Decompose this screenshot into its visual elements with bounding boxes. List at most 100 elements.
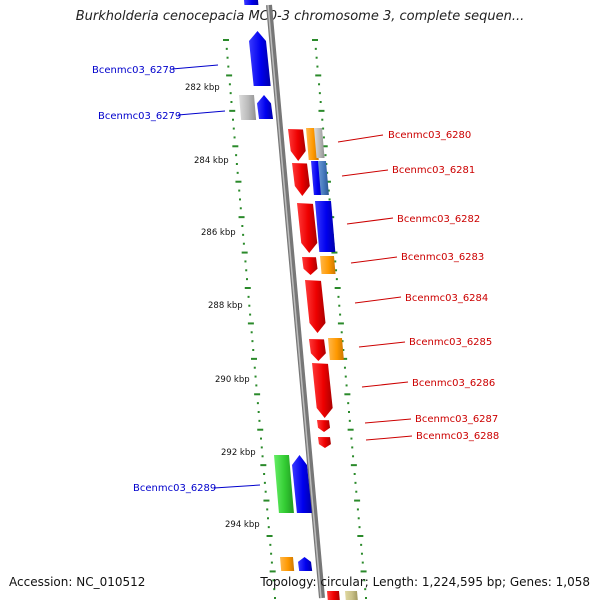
gene-label-6289[interactable]: Bcenmc03_6289 <box>133 483 216 494</box>
tick-dot <box>350 464 357 467</box>
gene-bar-6281[interactable] <box>292 163 310 196</box>
tick-dot <box>247 322 254 325</box>
tick-dot <box>360 570 367 573</box>
tick-dot <box>355 490 358 493</box>
scale-label-284kbp: 284 kbp <box>194 156 229 166</box>
leader-line-6288 <box>365 435 413 441</box>
gene-bar-6280-gray[interactable] <box>314 128 325 158</box>
tick-dot <box>347 428 354 431</box>
tick-dot <box>235 163 238 165</box>
tick-dot <box>269 570 276 573</box>
gene-bar-6288[interactable] <box>318 437 331 448</box>
tick-dot <box>354 499 361 502</box>
gene-bar-6283-orange[interactable] <box>320 256 336 274</box>
gene-label-6284[interactable]: Bcenmc03_6284 <box>405 293 488 304</box>
gene-bar-6279-gray[interactable] <box>239 95 257 120</box>
tick-dot <box>232 118 234 121</box>
gene-bar-6286[interactable] <box>312 363 333 418</box>
right-tick-track <box>312 39 367 599</box>
tick-dot <box>272 579 275 582</box>
gene-bar-6278[interactable] <box>249 31 271 86</box>
tick-dot <box>242 233 245 236</box>
tick-dot <box>260 446 263 449</box>
tick-dot <box>361 561 364 564</box>
tick-dot <box>360 543 363 546</box>
label-leader-lines <box>171 64 413 489</box>
gene-label-6280[interactable]: Bcenmc03_6280 <box>388 130 471 141</box>
tick-dot <box>241 251 248 254</box>
tick-dot <box>250 331 253 334</box>
tick-dot <box>356 508 359 511</box>
tick-dot <box>274 597 276 599</box>
tick-dot <box>238 189 241 192</box>
gene-bar-6289[interactable] <box>292 455 312 513</box>
gene-bar-6284[interactable] <box>305 280 326 333</box>
gene-bar-bottom-blue[interactable] <box>298 557 313 571</box>
tick-dot <box>335 278 338 281</box>
tick-dot <box>315 56 318 59</box>
scale-label-290kbp: 290 kbp <box>215 375 250 385</box>
tick-dot <box>273 588 276 591</box>
gene-bar-bottom-orange[interactable] <box>280 557 295 571</box>
tick-dot <box>244 287 251 289</box>
tick-dot <box>251 340 254 343</box>
tick-dot <box>248 304 251 307</box>
gene-bar-partial-top[interactable] <box>244 0 259 5</box>
tick-dot <box>328 198 331 201</box>
tick-dot <box>247 295 250 298</box>
gene-bar-bottom-red[interactable] <box>327 591 340 600</box>
leader-line-6284 <box>354 296 402 304</box>
tick-dot <box>252 349 255 351</box>
gene-bar-6289-green[interactable] <box>274 455 294 513</box>
tick-dot <box>229 109 236 112</box>
gene-label-6287[interactable]: Bcenmc03_6287 <box>415 414 498 425</box>
gene-label-6288[interactable]: Bcenmc03_6288 <box>416 431 499 442</box>
tick-dot <box>242 242 245 245</box>
gene-label-6279[interactable]: Bcenmc03_6279 <box>98 111 181 122</box>
gene-label-6286[interactable]: Bcenmc03_6286 <box>412 378 495 389</box>
gene-label-6282[interactable]: Bcenmc03_6282 <box>397 214 480 225</box>
tick-dot <box>258 419 261 422</box>
tick-dot <box>326 171 329 174</box>
tick-dot <box>257 411 260 413</box>
tick-dot <box>350 437 353 440</box>
gene-bar-6285-orange[interactable] <box>328 338 344 360</box>
tick-dot <box>254 393 261 396</box>
gene-bar-6285[interactable] <box>309 339 326 361</box>
tick-dot <box>236 171 239 174</box>
gene-bar-bottom-khaki[interactable] <box>345 591 358 600</box>
tick-dot <box>343 366 346 369</box>
gene-bar-6279[interactable] <box>257 95 274 119</box>
tick-dot <box>352 455 355 458</box>
tick-dot <box>331 251 338 254</box>
gene-bar-6283[interactable] <box>302 257 318 275</box>
tick-dot <box>239 207 242 210</box>
tick-dot <box>270 552 273 555</box>
tick-dot <box>233 136 236 139</box>
gene-label-6283[interactable]: Bcenmc03_6283 <box>401 252 484 263</box>
tick-dot <box>316 65 319 68</box>
tick-dot <box>232 145 239 148</box>
tick-dot <box>335 269 338 272</box>
tick-dot <box>266 508 269 511</box>
tick-dot <box>337 322 344 325</box>
tick-dot <box>244 260 247 263</box>
tick-dot <box>267 526 270 529</box>
tick-dot <box>351 446 354 449</box>
gene-bar-6282[interactable] <box>297 203 318 253</box>
gene-label-6278[interactable]: Bcenmc03_6278 <box>92 65 175 76</box>
tick-dot <box>344 375 347 378</box>
gene-label-6285[interactable]: Bcenmc03_6285 <box>409 337 492 348</box>
tick-dot <box>232 127 235 130</box>
gene-bar-6281-steel[interactable] <box>318 161 329 195</box>
gene-label-6281[interactable]: Bcenmc03_6281 <box>392 165 475 176</box>
gene-bar-6282-blue[interactable] <box>315 201 336 252</box>
tick-dot <box>318 83 321 86</box>
tick-dot <box>357 535 364 537</box>
tick-dot <box>249 313 252 316</box>
gene-bar-6280[interactable] <box>288 129 306 161</box>
tick-dot <box>226 74 233 77</box>
gene-bar-6287[interactable] <box>317 420 331 432</box>
tick-dot <box>254 375 257 378</box>
